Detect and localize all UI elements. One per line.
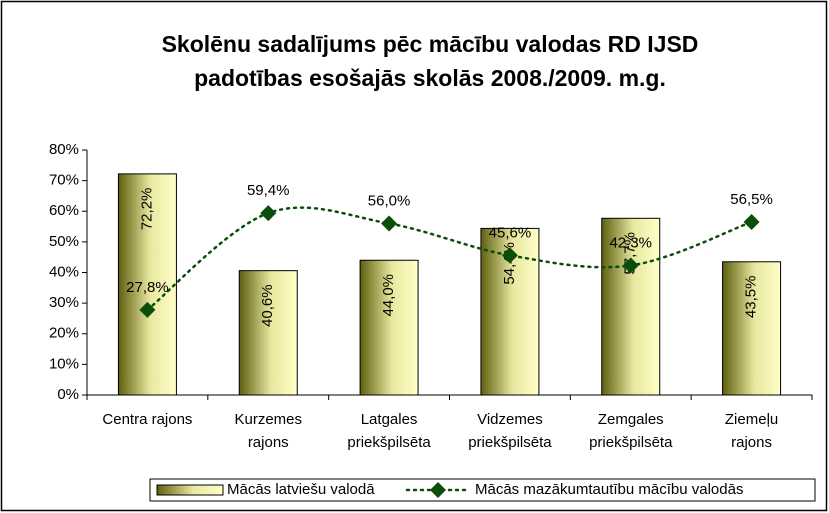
- y-tick-label: 70%: [49, 172, 79, 189]
- bar: [359, 259, 419, 396]
- x-tick-label: rajons: [731, 434, 772, 451]
- y-tick-label: 30%: [49, 294, 79, 311]
- line-value-label: 27,8%: [126, 279, 169, 296]
- y-tick-label: 40%: [49, 263, 79, 280]
- line-value-label: 59,4%: [247, 182, 290, 199]
- legend-label: Mācās latviešu valodā: [227, 481, 375, 498]
- bar: [722, 261, 782, 396]
- line-value-label: 56,0%: [368, 192, 411, 209]
- y-tick-label: 0%: [57, 386, 79, 403]
- line-marker: [622, 257, 639, 274]
- line-value-label: 45,6%: [489, 224, 532, 241]
- line-marker: [501, 247, 518, 264]
- x-tick-label: priekšpilsēta: [468, 434, 552, 451]
- x-tick-label: priekšpilsēta: [347, 434, 431, 451]
- y-tick-label: 60%: [49, 202, 79, 219]
- bar-value-label: 40,6%: [259, 284, 276, 327]
- chart-title: padotības esošajās skolās 2008./2009. m.…: [194, 65, 666, 91]
- bar-value-label: 44,0%: [380, 274, 397, 317]
- bar: [601, 217, 661, 396]
- line: [146, 206, 753, 312]
- x-tick-label: rajons: [248, 434, 289, 451]
- legend-swatch: [156, 484, 224, 496]
- x-tick-label: Kurzemes: [234, 411, 302, 428]
- x-tick-label: Latgales: [361, 411, 418, 428]
- chart-title: Skolēnu sadalījums pēc mācību valodas RD…: [162, 31, 699, 57]
- y-tick-label: 10%: [49, 355, 79, 372]
- y-tick-label: 80%: [49, 141, 79, 158]
- x-tick-label: Vidzemes: [477, 411, 543, 428]
- bar: [238, 270, 298, 396]
- bar-value-label: 72,2%: [138, 188, 155, 231]
- line-marker: [139, 301, 156, 318]
- line-marker: [743, 213, 760, 230]
- x-tick-label: Ziemeļu: [725, 411, 778, 428]
- y-tick-label: 20%: [49, 325, 79, 342]
- y-tick-label: 50%: [49, 233, 79, 250]
- bar: [117, 173, 177, 396]
- x-tick-label: Centra rajons: [102, 411, 192, 428]
- bar-value-label: 43,5%: [743, 276, 760, 319]
- x-tick-label: priekšpilsēta: [589, 434, 673, 451]
- legend-box: [149, 478, 816, 502]
- legend-label: Mācās mazākumtautību mācību valodās: [475, 481, 743, 498]
- x-tick-label: Zemgales: [598, 411, 664, 428]
- legend-marker: [430, 482, 446, 498]
- line-marker: [260, 205, 277, 222]
- line-value-label: 42,3%: [609, 234, 652, 251]
- line-value-label: 56,5%: [730, 191, 773, 208]
- line-marker: [381, 215, 398, 232]
